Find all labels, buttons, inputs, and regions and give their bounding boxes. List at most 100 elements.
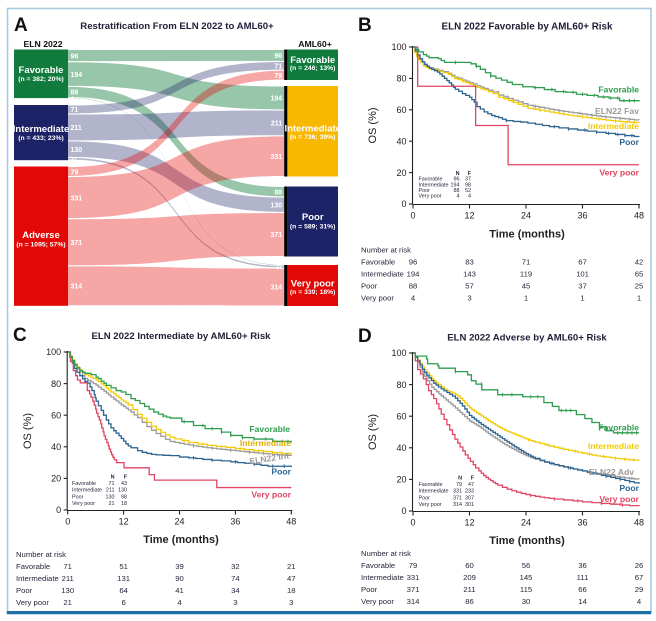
svg-text:211: 211 bbox=[62, 574, 74, 583]
svg-text:3: 3 bbox=[233, 598, 237, 607]
svg-text:21: 21 bbox=[63, 598, 72, 607]
svg-text:115: 115 bbox=[520, 585, 532, 594]
svg-text:Intermediate: Intermediate bbox=[284, 124, 341, 135]
svg-text:48: 48 bbox=[634, 211, 644, 221]
svg-text:34: 34 bbox=[231, 586, 240, 595]
svg-text:Favorable: Favorable bbox=[419, 482, 443, 488]
svg-text:47: 47 bbox=[287, 574, 296, 583]
svg-text:Intermediate: Intermediate bbox=[588, 121, 639, 131]
svg-text:56: 56 bbox=[522, 561, 531, 570]
svg-text:Very poor: Very poor bbox=[291, 279, 335, 290]
svg-text:32: 32 bbox=[231, 562, 240, 571]
svg-text:71: 71 bbox=[63, 562, 72, 571]
svg-text:371: 371 bbox=[71, 240, 83, 247]
svg-text:307: 307 bbox=[465, 495, 474, 501]
svg-text:314: 314 bbox=[71, 284, 83, 291]
svg-text:0: 0 bbox=[410, 518, 415, 528]
svg-text:79: 79 bbox=[456, 482, 462, 488]
svg-text:Very poor: Very poor bbox=[361, 597, 394, 606]
svg-text:F: F bbox=[468, 171, 472, 177]
svg-text:211: 211 bbox=[71, 125, 82, 132]
svg-text:Time (months): Time (months) bbox=[489, 229, 565, 241]
svg-text:Number at risk: Number at risk bbox=[361, 246, 411, 255]
svg-text:Favorable: Favorable bbox=[419, 177, 443, 183]
svg-text:Very poor: Very poor bbox=[419, 502, 442, 508]
svg-text:0: 0 bbox=[410, 211, 415, 221]
svg-text:143: 143 bbox=[463, 270, 476, 279]
svg-text:(n = 736; 39%): (n = 736; 39%) bbox=[290, 134, 336, 141]
svg-text:57: 57 bbox=[465, 282, 474, 291]
svg-text:4: 4 bbox=[411, 294, 416, 303]
svg-text:OS (%): OS (%) bbox=[367, 414, 379, 450]
svg-text:(n = 382; 20%): (n = 382; 20%) bbox=[18, 76, 64, 83]
svg-text:Favorable: Favorable bbox=[361, 258, 395, 267]
svg-text:331: 331 bbox=[407, 573, 420, 582]
svg-text:Favorable: Favorable bbox=[290, 55, 335, 66]
svg-text:29: 29 bbox=[635, 585, 644, 594]
svg-text:Favorable: Favorable bbox=[72, 481, 96, 487]
svg-text:F: F bbox=[471, 476, 475, 482]
svg-text:4: 4 bbox=[637, 597, 642, 606]
svg-text:74: 74 bbox=[231, 574, 240, 583]
svg-text:Poor: Poor bbox=[72, 494, 84, 500]
svg-text:86: 86 bbox=[465, 597, 474, 606]
svg-text:130: 130 bbox=[61, 586, 74, 595]
svg-text:12: 12 bbox=[464, 211, 474, 221]
svg-text:D: D bbox=[358, 326, 372, 347]
svg-text:37: 37 bbox=[465, 177, 471, 183]
svg-text:83: 83 bbox=[465, 258, 474, 267]
svg-text:211: 211 bbox=[106, 488, 115, 494]
svg-text:ELN22 Fav: ELN22 Fav bbox=[595, 106, 639, 116]
svg-text:C: C bbox=[13, 325, 27, 346]
svg-text:3: 3 bbox=[289, 598, 293, 607]
svg-text:OS (%): OS (%) bbox=[367, 107, 379, 143]
svg-text:331: 331 bbox=[271, 154, 283, 161]
svg-text:100: 100 bbox=[46, 347, 61, 357]
svg-text:51: 51 bbox=[119, 562, 128, 571]
svg-text:Intermediate: Intermediate bbox=[419, 489, 449, 495]
svg-text:Favorable: Favorable bbox=[16, 562, 50, 571]
svg-text:Very poor: Very poor bbox=[599, 168, 639, 178]
svg-text:211: 211 bbox=[271, 121, 282, 128]
svg-text:Poor: Poor bbox=[361, 585, 378, 594]
svg-text:36: 36 bbox=[578, 561, 587, 570]
svg-text:Very poor: Very poor bbox=[419, 194, 442, 200]
svg-text:Poor: Poor bbox=[419, 495, 431, 501]
svg-text:0: 0 bbox=[401, 199, 406, 209]
svg-text:71: 71 bbox=[71, 107, 79, 114]
svg-text:N: N bbox=[456, 171, 460, 177]
svg-text:194: 194 bbox=[407, 270, 421, 279]
svg-text:Intermediate: Intermediate bbox=[419, 182, 449, 188]
svg-text:211: 211 bbox=[463, 585, 475, 594]
svg-text:88: 88 bbox=[71, 90, 79, 97]
svg-text:14: 14 bbox=[578, 597, 587, 606]
svg-text:36: 36 bbox=[577, 518, 587, 528]
svg-text:18: 18 bbox=[121, 501, 127, 507]
svg-text:48: 48 bbox=[286, 517, 296, 527]
svg-text:96: 96 bbox=[409, 258, 418, 267]
svg-text:79: 79 bbox=[409, 561, 418, 570]
svg-text:71: 71 bbox=[109, 481, 115, 487]
svg-text:4: 4 bbox=[457, 194, 460, 200]
svg-text:47: 47 bbox=[468, 482, 474, 488]
svg-text:100: 100 bbox=[391, 42, 406, 52]
svg-text:119: 119 bbox=[520, 270, 532, 279]
svg-text:6: 6 bbox=[121, 598, 125, 607]
svg-text:88: 88 bbox=[454, 188, 460, 194]
svg-text:41: 41 bbox=[175, 586, 184, 595]
svg-text:80: 80 bbox=[396, 74, 406, 84]
svg-text:Restratification From ELN 2022: Restratification From ELN 2022 to AML60+ bbox=[80, 21, 274, 32]
svg-text:F: F bbox=[124, 475, 128, 481]
svg-text:A: A bbox=[14, 15, 28, 36]
svg-text:131: 131 bbox=[117, 574, 130, 583]
svg-text:60: 60 bbox=[465, 561, 474, 570]
svg-text:Poor: Poor bbox=[419, 188, 431, 194]
svg-text:36: 36 bbox=[577, 211, 587, 221]
svg-text:79: 79 bbox=[274, 73, 282, 80]
svg-text:21: 21 bbox=[287, 562, 296, 571]
svg-text:79: 79 bbox=[71, 169, 79, 176]
svg-text:21: 21 bbox=[109, 501, 115, 507]
svg-text:Poor: Poor bbox=[271, 467, 291, 477]
svg-text:96: 96 bbox=[454, 177, 460, 183]
svg-text:ELN 2022 Intermediate by AML60: ELN 2022 Intermediate by AML60+ Risk bbox=[91, 331, 271, 342]
